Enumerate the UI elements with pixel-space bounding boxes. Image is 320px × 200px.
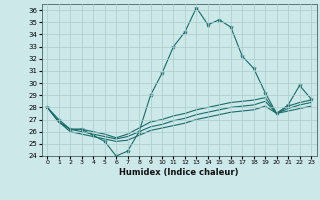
- X-axis label: Humidex (Indice chaleur): Humidex (Indice chaleur): [119, 168, 239, 177]
